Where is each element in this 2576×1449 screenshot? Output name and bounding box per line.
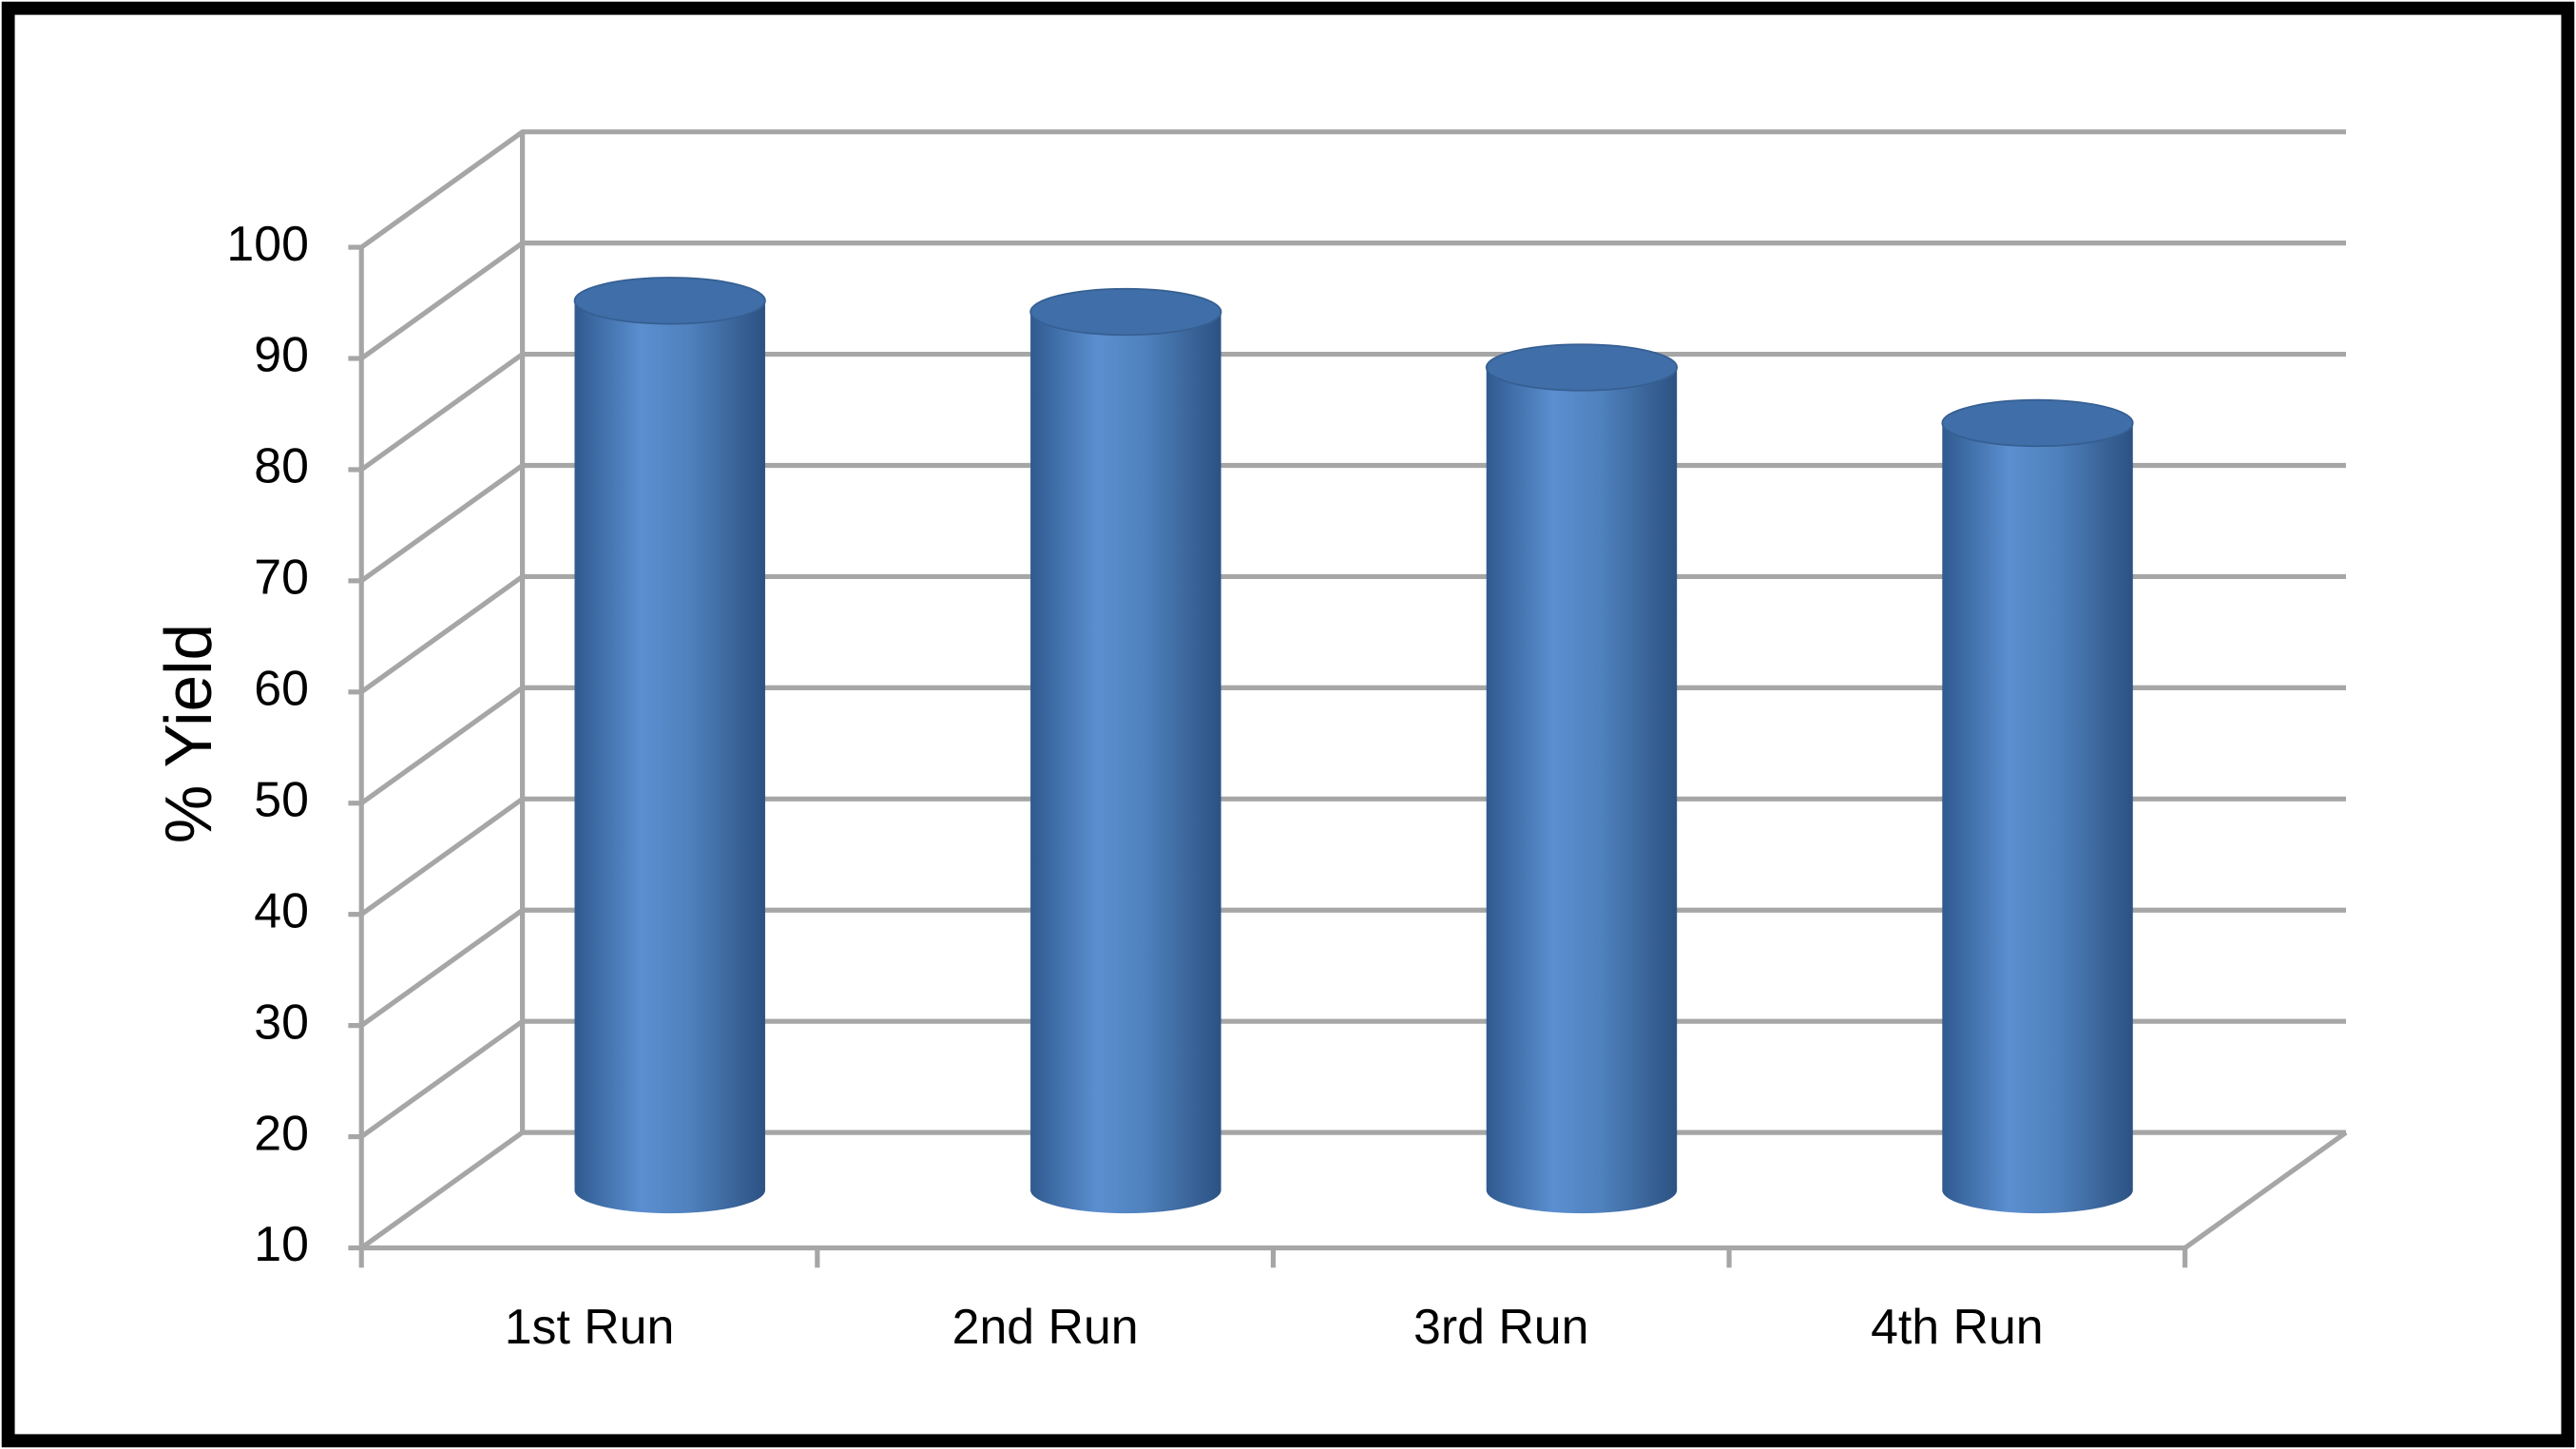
cylinder-top <box>1029 287 1222 337</box>
cylinder <box>1942 422 2133 1214</box>
cylinder-top <box>1941 398 2134 448</box>
y-tick-label: 20 <box>254 1106 309 1161</box>
y-tick-label: 80 <box>254 439 309 494</box>
y-tick-label: 40 <box>254 883 309 938</box>
y-tick-label: 60 <box>254 661 309 716</box>
x-tick-label: 3rd Run <box>1413 1300 1588 1355</box>
y-tick-label: 100 <box>226 217 309 272</box>
cylinder-top <box>573 277 766 325</box>
y-tick-label: 90 <box>254 328 309 383</box>
x-tick-label: 4th Run <box>1871 1300 2044 1355</box>
y-tick-label: 30 <box>254 995 309 1050</box>
cylinder <box>1030 312 1221 1214</box>
y-tick-label: 10 <box>254 1217 309 1272</box>
y-axis-label: % Yield <box>151 624 225 843</box>
x-tick-label: 1st Run <box>505 1300 675 1355</box>
cylinder-top <box>1485 343 1679 392</box>
cylinder <box>574 300 765 1214</box>
y-tick-label: 70 <box>254 551 309 606</box>
y-tick-label: 50 <box>254 772 309 827</box>
x-tick-label: 2nd Run <box>952 1300 1139 1355</box>
cylinder <box>1486 367 1678 1214</box>
